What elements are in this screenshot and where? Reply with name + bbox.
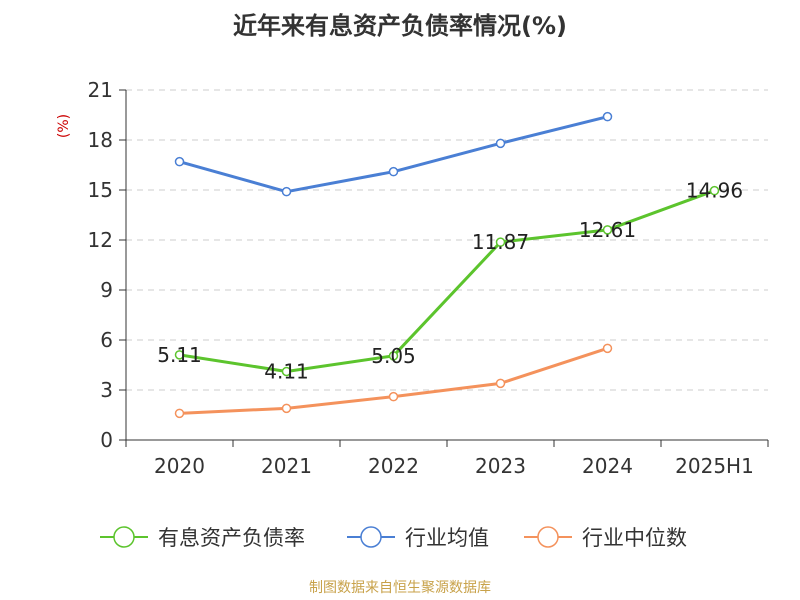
x-tick-label: 2022 <box>368 454 419 478</box>
data-point <box>602 111 613 122</box>
data-point <box>388 351 399 361</box>
x-tick-label: 2024 <box>582 454 633 478</box>
y-tick-label: 15 <box>88 178 113 202</box>
x-tick-label: 2023 <box>475 454 526 478</box>
legend-label: 行业中位数 <box>582 526 687 550</box>
chart-title: 近年来有息资产负债率情况(%) <box>233 12 567 40</box>
data-point <box>709 185 720 196</box>
data-point <box>495 378 506 389</box>
series-line <box>179 189 716 373</box>
y-tick-label: 21 <box>88 78 113 102</box>
data-label: 12.61 <box>579 218 636 242</box>
y-tick-label: 3 <box>100 378 113 402</box>
y-tick-label: 0 <box>100 428 113 452</box>
data-label: 11.87 <box>472 230 529 254</box>
legend-marker <box>113 526 135 548</box>
data-label: 5.11 <box>157 343 202 367</box>
data-point <box>281 186 292 197</box>
y-axis-label: (%) <box>56 114 72 138</box>
x-tick-label: 2021 <box>261 454 312 478</box>
y-tick-label: 12 <box>88 228 113 252</box>
y-tick-label: 18 <box>88 128 113 152</box>
data-point <box>602 225 613 235</box>
legend-label: 行业均值 <box>405 526 489 550</box>
data-point <box>495 138 506 149</box>
x-tick-label: 2020 <box>154 454 205 478</box>
x-tick-label: 2025H1 <box>675 454 754 478</box>
data-label: 4.11 <box>264 360 309 384</box>
data-point <box>495 237 506 247</box>
data-point <box>174 156 185 167</box>
data-point <box>388 166 399 177</box>
source-note: 制图数据来自恒生聚源数据库 <box>309 580 491 596</box>
legend-marker <box>537 526 559 548</box>
data-label: 14.96 <box>686 179 743 203</box>
y-tick-label: 9 <box>100 278 113 302</box>
legend-label: 有息资产负债率 <box>158 526 305 550</box>
series-line <box>179 115 608 194</box>
data-point <box>174 408 185 419</box>
data-point <box>602 343 613 354</box>
data-point <box>281 403 292 414</box>
data-label: 5.05 <box>371 344 416 368</box>
data-point <box>174 350 185 360</box>
data-point <box>281 366 292 377</box>
y-tick-label: 6 <box>100 328 113 352</box>
legend-marker <box>360 526 382 548</box>
data-point <box>388 391 399 402</box>
